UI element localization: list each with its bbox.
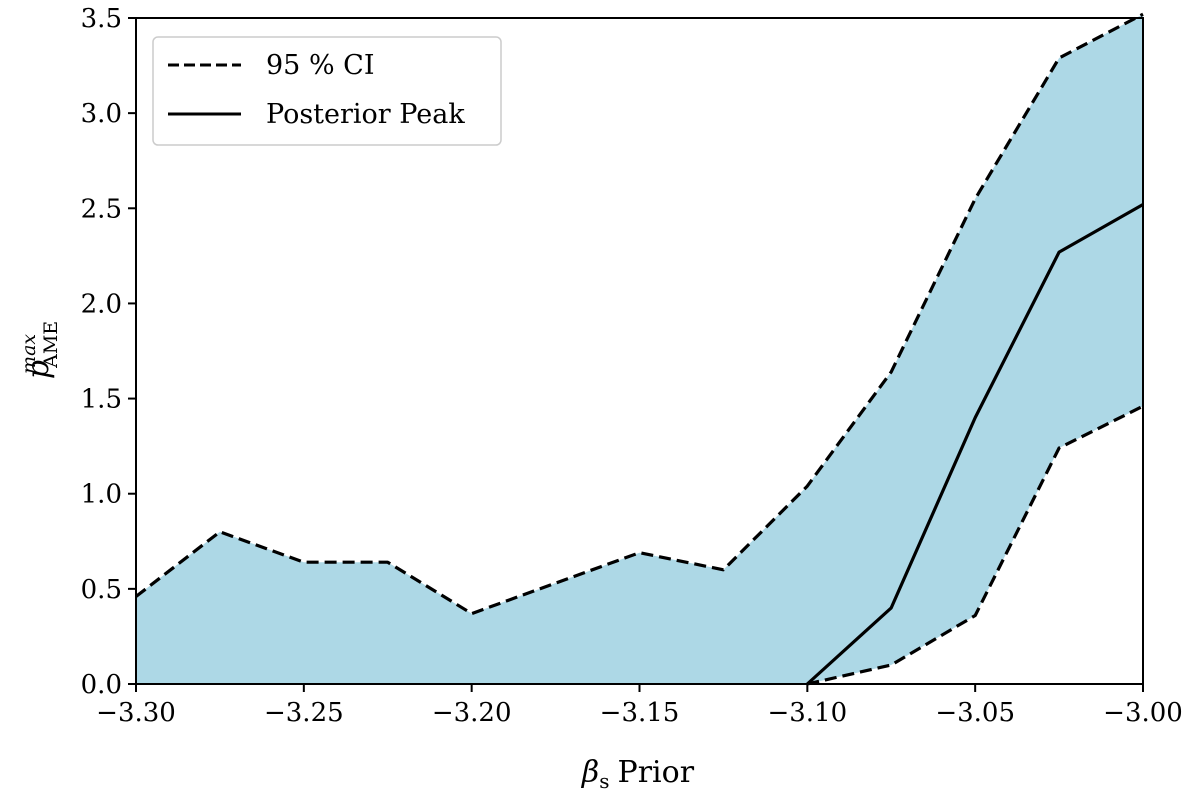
ci-band xyxy=(136,14,1143,684)
x-tick-label: −3.30 xyxy=(96,698,176,728)
y-tick-label: 0.0 xyxy=(81,670,122,700)
x-tick-label: −3.15 xyxy=(600,698,680,728)
y-tick-label: 1.5 xyxy=(81,385,122,415)
legend-peak-label: Posterior Peak xyxy=(266,99,465,130)
legend: 95 % CI Posterior Peak xyxy=(152,36,502,146)
x-tick-label: −3.25 xyxy=(264,698,344,728)
x-tick-label: −3.00 xyxy=(1103,698,1183,728)
x-axis-label: βs Prior xyxy=(581,755,695,793)
legend-ci-label: 95 % CI xyxy=(266,50,375,81)
y-tick-label: 2.0 xyxy=(81,289,122,319)
y-tick-label: 3.0 xyxy=(81,99,122,129)
y-tick-label: 3.5 xyxy=(81,4,122,34)
x-tick-label: −3.10 xyxy=(767,698,847,728)
posterior-peak-line xyxy=(806,203,1144,686)
y-tick-label: 2.5 xyxy=(81,194,122,224)
ci-lower-line xyxy=(806,404,1144,686)
x-tick-label: −3.20 xyxy=(432,698,512,728)
x-tick-label: −3.05 xyxy=(935,698,1015,728)
y-axis-label: pmaxAME xyxy=(18,321,62,379)
y-tick-label: 0.5 xyxy=(81,575,122,605)
y-tick-label: 1.0 xyxy=(81,480,122,510)
